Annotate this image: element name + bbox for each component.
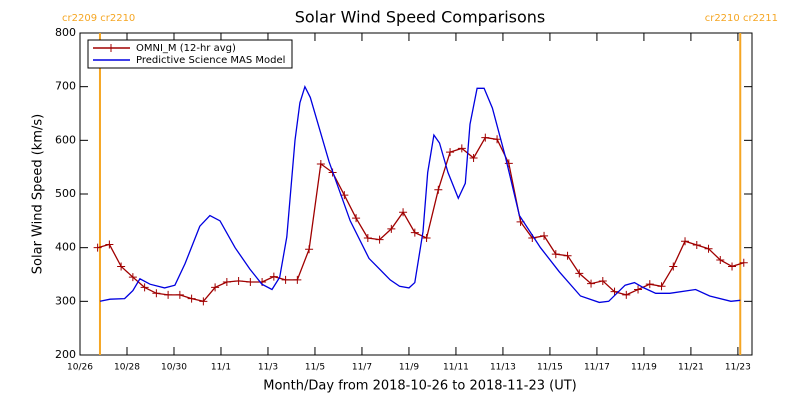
data-point xyxy=(481,133,490,142)
y-tick-label: 700 xyxy=(55,80,76,93)
x-axis-label: Month/Day from 2018-10-26 to 2018-11-23 … xyxy=(263,379,576,394)
data-point xyxy=(622,290,631,299)
y-tick-label: 300 xyxy=(55,294,76,307)
data-point xyxy=(281,275,290,284)
chart-title: Solar Wind Speed Comparisons xyxy=(295,8,546,27)
data-point xyxy=(551,250,560,259)
data-point xyxy=(128,273,137,282)
data-point xyxy=(716,256,725,265)
x-tick-label: 11/1 xyxy=(211,363,231,373)
data-point xyxy=(399,208,408,217)
x-tick-label: 11/23 xyxy=(725,363,751,373)
data-point xyxy=(728,262,737,271)
data-point xyxy=(164,290,173,299)
data-point xyxy=(187,294,196,303)
data-point xyxy=(140,283,149,292)
data-point xyxy=(117,262,126,271)
carrington-label: cr2210 cr2211 xyxy=(705,13,778,24)
data-point xyxy=(739,258,748,267)
data-point xyxy=(563,251,572,260)
series-line xyxy=(99,84,741,304)
data-point xyxy=(305,245,314,254)
x-tick-label: 11/17 xyxy=(584,363,610,373)
data-point xyxy=(681,237,690,246)
x-tick-label: 11/13 xyxy=(490,363,516,373)
data-point xyxy=(457,144,466,153)
data-point xyxy=(692,240,701,249)
data-point xyxy=(269,272,278,281)
x-tick-label: 11/11 xyxy=(443,363,469,373)
x-tick-label: 10/28 xyxy=(114,363,140,373)
data-point xyxy=(105,240,114,249)
series-line xyxy=(97,136,744,303)
data-point xyxy=(645,280,654,289)
data-point xyxy=(387,224,396,233)
legend-symbol xyxy=(107,44,115,52)
data-point xyxy=(175,290,184,299)
legend-label: Predictive Science MAS Model xyxy=(136,55,285,66)
x-tick-label: 10/30 xyxy=(161,363,187,373)
x-tick-label: 11/15 xyxy=(537,363,563,373)
y-tick-label: 400 xyxy=(55,241,76,254)
data-point xyxy=(246,278,255,287)
data-point xyxy=(222,278,231,287)
data-point xyxy=(152,289,161,298)
data-point xyxy=(669,262,678,271)
y-tick-label: 500 xyxy=(55,187,76,200)
y-axis-label: Solar Wind Speed (km/s) xyxy=(31,114,46,274)
data-point xyxy=(610,287,619,296)
data-point xyxy=(293,275,302,284)
data-point xyxy=(199,297,208,306)
data-point xyxy=(316,159,325,168)
x-tick-label: 11/7 xyxy=(352,363,372,373)
data-point xyxy=(540,231,549,240)
x-tick-label: 11/9 xyxy=(399,363,419,373)
data-point xyxy=(410,228,419,237)
data-point xyxy=(434,185,443,194)
data-point xyxy=(211,283,220,292)
data-point xyxy=(422,234,431,243)
data-point xyxy=(352,214,361,223)
data-point xyxy=(657,282,666,291)
x-tick-label: 11/21 xyxy=(678,363,704,373)
x-tick-label: 11/5 xyxy=(305,363,325,373)
data-point xyxy=(93,243,102,252)
data-point xyxy=(704,244,713,253)
data-point xyxy=(493,135,502,144)
y-tick-label: 800 xyxy=(55,26,76,39)
legend-label: OMNI_M (12-hr avg) xyxy=(136,43,236,54)
y-tick-label: 200 xyxy=(55,348,76,361)
x-tick-label: 11/19 xyxy=(631,363,657,373)
data-point xyxy=(504,159,513,168)
carrington-label: cr2209 cr2210 xyxy=(62,13,135,24)
data-point xyxy=(634,285,643,294)
data-point xyxy=(375,235,384,244)
y-tick-label: 600 xyxy=(55,133,76,146)
x-tick-label: 10/26 xyxy=(67,363,93,373)
legend-box xyxy=(87,39,293,69)
data-point xyxy=(446,148,455,157)
data-point xyxy=(234,276,243,285)
data-point xyxy=(469,154,478,163)
data-point xyxy=(598,276,607,285)
x-tick-label: 11/3 xyxy=(258,363,278,373)
data-point xyxy=(575,269,584,278)
data-point xyxy=(363,234,372,243)
data-point xyxy=(587,279,596,288)
